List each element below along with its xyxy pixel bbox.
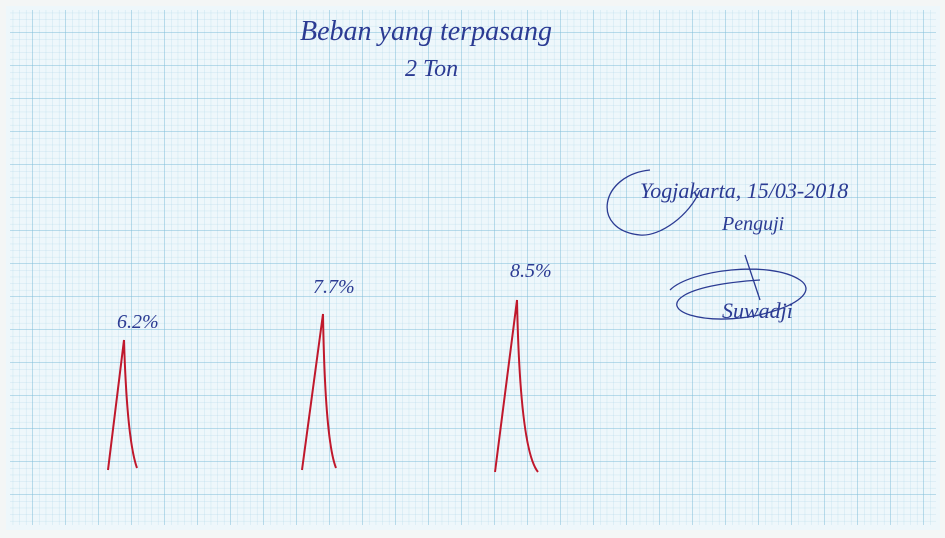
peak-label: 8.5% xyxy=(510,260,552,282)
place-date: Yogjakarta, 15/03-2018 xyxy=(640,178,848,203)
peak-label: 6.2% xyxy=(117,311,159,333)
title: Beban yang terpasang xyxy=(300,16,552,47)
peak-label: 7.7% xyxy=(313,276,355,298)
signer-name: Suwadji xyxy=(722,298,793,323)
role: Penguji xyxy=(721,213,784,235)
subtitle: 2 Ton xyxy=(405,56,458,82)
grid xyxy=(10,10,936,525)
scanned-graph-paper: Beban yang terpasang 2 Ton 6.2% 7.7% 8.5… xyxy=(0,0,945,538)
